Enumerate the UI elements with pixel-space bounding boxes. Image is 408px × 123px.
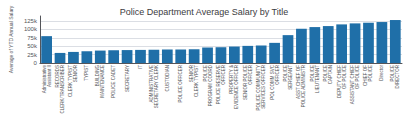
svg-text:LIEUTENANT: LIEUTENANT — [315, 65, 320, 93]
svg-text:POLICE COMMUNITY: POLICE COMMUNITY — [256, 65, 262, 111]
svg-text:0: 0 — [34, 60, 38, 66]
svg-text:100k: 100k — [24, 26, 38, 32]
svg-text:75k: 75k — [27, 35, 38, 41]
svg-text:CAPTAIN: CAPTAIN — [328, 65, 333, 84]
svg-text:EVIDENCE OFFICER: EVIDENCE OFFICER — [234, 64, 239, 109]
svg-text:CUSTODIAN: CUSTODIAN — [165, 65, 170, 91]
svg-text:RECORDS: RECORDS — [55, 65, 60, 88]
svg-text:SENIOR POLICE: SENIOR POLICE — [242, 65, 248, 100]
svg-text:POLICE CADET: POLICE CADET — [111, 65, 116, 98]
svg-text:POLICE OFFICER: POLICE OFFICER — [178, 64, 183, 102]
svg-text:SENIOR: SENIOR — [73, 64, 78, 82]
svg-text:POLICE: POLICE — [202, 65, 208, 82]
svg-text:DEPUTY CHIEF: DEPUTY CHIEF — [336, 65, 342, 98]
svg-text:OFFICER: OFFICER — [248, 64, 253, 84]
svg-text:CLERK TYPIST: CLERK TYPIST — [194, 65, 199, 97]
svg-text:BUILDING: BUILDING — [95, 65, 101, 87]
svg-text:PROGRAM COORD: PROGRAM COORD — [208, 64, 213, 106]
svg-text:SENIOR: SENIOR — [189, 65, 195, 83]
svg-text:OF POLICE: OF POLICE — [342, 65, 347, 89]
svg-text:125k: 125k — [24, 18, 38, 24]
svg-text:50k: 50k — [27, 43, 38, 49]
svg-text:Administrative: Administrative — [41, 65, 47, 94]
svg-text:POLICE RESERVE: POLICE RESERVE — [216, 65, 221, 105]
svg-text:MAINTENANCE: MAINTENANCE — [100, 65, 105, 98]
svg-text:SERVICES OFFICER: SERVICES OFFICER — [261, 64, 266, 108]
svg-text:ASSISTANT CHIEF: ASSISTANT CHIEF — [350, 65, 356, 105]
svg-text:CLERK TYPIST: CLERK TYPIST — [68, 65, 74, 97]
svg-text:Assistant II: Assistant II — [47, 65, 52, 87]
svg-text:POL COMM SVC: POL COMM SVC — [269, 65, 275, 100]
svg-text:SECRETARY: SECRETARY — [125, 65, 130, 92]
svg-text:POLICE: POLICE — [309, 65, 315, 82]
svg-text:OFFICER: OFFICER — [275, 64, 280, 84]
svg-text:IT: IT — [138, 65, 143, 69]
svg-text:Police Department Average Sala: Police Department Average Salary by Titl… — [120, 7, 288, 17]
svg-text:Average of YTD Annual Salary: Average of YTD Annual Salary — [8, 5, 14, 73]
svg-text:SERGEANT: SERGEANT — [288, 65, 293, 90]
svg-text:SECRETARY CLERK: SECRETARY CLERK — [154, 65, 159, 108]
svg-text:25k: 25k — [27, 52, 38, 58]
svg-text:OF POLICE: OF POLICE — [355, 65, 360, 89]
svg-text:POLICE ADMINISTR: POLICE ADMINISTR — [301, 64, 306, 107]
svg-text:CLERK/TRANSCRIBER: CLERK/TRANSCRIBER — [60, 64, 65, 113]
svg-text:TYPIST: TYPIST — [84, 65, 89, 81]
svg-text:PROPERTY &: PROPERTY & — [229, 65, 235, 94]
svg-text:POLICE: POLICE — [368, 65, 373, 82]
svg-text:Director: Director — [379, 65, 384, 81]
svg-text:DIRECTOR: DIRECTOR — [395, 64, 400, 88]
svg-text:POLICE: POLICE — [323, 65, 329, 82]
svg-text:ADMINISTRATIVE: ADMINISTRATIVE — [148, 65, 154, 103]
svg-text:POLICE: POLICE — [283, 65, 288, 82]
svg-text:OFFICER: OFFICER — [221, 64, 226, 84]
svg-text:ASST CHIEF OF: ASST CHIEF OF — [296, 65, 302, 99]
svg-text:POLICE: POLICE — [390, 65, 396, 82]
svg-text:CHIEF OF: CHIEF OF — [363, 65, 369, 86]
